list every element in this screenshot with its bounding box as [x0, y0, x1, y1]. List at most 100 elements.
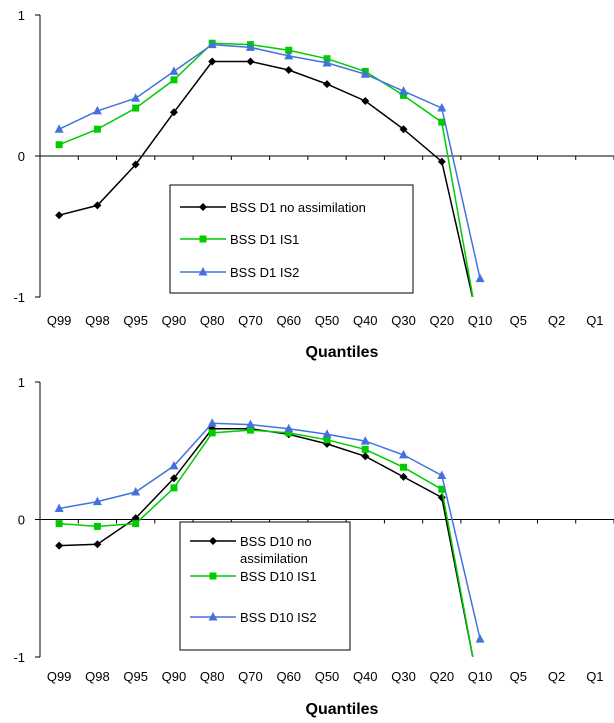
- x-tick-label: Q95: [123, 669, 148, 684]
- data-point: [285, 429, 293, 437]
- data-point: [208, 57, 217, 66]
- y-tick-label: -1: [13, 290, 25, 305]
- data-point: [55, 520, 63, 528]
- legend-label: BSS D1 IS1: [230, 232, 299, 247]
- legend-swatch-marker: [199, 235, 207, 243]
- data-point: [323, 436, 331, 444]
- data-point: [284, 65, 293, 74]
- legend-swatch-marker: [198, 267, 208, 276]
- data-point: [55, 211, 64, 220]
- data-point: [322, 57, 332, 67]
- legend-box: [179, 521, 351, 651]
- data-point: [360, 69, 370, 78]
- data-point: [208, 429, 216, 437]
- data-point: [54, 503, 64, 512]
- data-point: [322, 429, 332, 438]
- data-point: [170, 76, 178, 84]
- data-point: [246, 57, 255, 66]
- x-tick-label: Q30: [391, 313, 416, 328]
- top-chart-panel: 1 0 -1 Q99 Q98 Q95 Q90 Q80 Q70 Q60 Q50 Q40 Q30 Q20 Q10…: [13, 8, 614, 361]
- x-tick-label: Q5: [510, 669, 527, 684]
- data-point: [437, 493, 446, 502]
- data-point: [55, 541, 64, 550]
- data-point: [437, 470, 447, 479]
- x-tick-label: Q95: [123, 313, 148, 328]
- y-tick-label: 1: [18, 375, 25, 390]
- x-tick-label: Q50: [315, 669, 340, 684]
- data-point: [92, 496, 102, 506]
- data-point: [437, 103, 447, 112]
- x-tick-label: Q20: [430, 669, 455, 684]
- legend-swatch-marker: [208, 612, 218, 621]
- series-line: [58, 42, 474, 297]
- data-point: [246, 426, 254, 434]
- series-line: [59, 429, 474, 657]
- data-point: [207, 418, 217, 427]
- x-axis-label: Quantiles: [306, 701, 379, 718]
- data-point: [131, 160, 140, 169]
- x-tick-label: Q99: [47, 669, 72, 684]
- data-point: [92, 105, 102, 115]
- data-point: [475, 634, 485, 643]
- legend-label: BSS D10 IS2: [240, 610, 317, 625]
- data-point: [131, 487, 141, 496]
- x-tick-label: Q10: [468, 669, 493, 684]
- data-point: [132, 520, 140, 528]
- data-point: [399, 449, 409, 459]
- plot-area: [54, 39, 485, 297]
- x-tick-label: Q98: [85, 669, 110, 684]
- data-point: [55, 141, 63, 149]
- data-point: [54, 124, 64, 133]
- x-tick-label: Q60: [276, 669, 301, 684]
- x-tick-label: Q80: [200, 669, 225, 684]
- x-tick-label: Q2: [548, 313, 565, 328]
- x-tick-label: Q98: [85, 313, 110, 328]
- data-point: [361, 452, 370, 461]
- legend-label: BSS D1 no assimilation: [230, 200, 366, 215]
- x-tick-label: Q10: [468, 313, 493, 328]
- y-tick-label: -1: [13, 650, 25, 665]
- y-tick-label: 0: [18, 149, 25, 164]
- data-point: [284, 423, 294, 433]
- data-point: [93, 125, 101, 133]
- data-point: [400, 463, 408, 471]
- x-tick-label: Q2: [548, 669, 565, 684]
- x-tick-label: Q70: [238, 313, 263, 328]
- data-point: [169, 474, 178, 483]
- series-line: [58, 43, 481, 279]
- x-tick-label: Q5: [510, 313, 527, 328]
- legend-label: BSS D10 IS1: [240, 569, 317, 584]
- data-point: [323, 80, 331, 89]
- data-point: [361, 97, 370, 106]
- y-tick-label: 0: [18, 513, 25, 528]
- x-tick-label: Q60: [276, 313, 301, 328]
- data-point: [399, 472, 408, 481]
- data-point: [132, 104, 140, 112]
- data-point: [245, 419, 255, 429]
- series-line: [58, 422, 481, 640]
- data-point: [93, 540, 102, 549]
- data-point: [131, 93, 141, 102]
- x-tick-label: Q1: [586, 313, 603, 328]
- data-point: [169, 66, 179, 75]
- data-point: [169, 108, 178, 117]
- legend-swatch-marker: [209, 537, 217, 545]
- data-point: [285, 46, 293, 54]
- legend-swatch-marker: [209, 572, 217, 580]
- data-point: [245, 42, 255, 51]
- data-point: [360, 436, 370, 445]
- x-tick-label: Q70: [238, 669, 263, 684]
- x-tick-label: Q90: [162, 313, 187, 328]
- data-point: [475, 273, 485, 283]
- data-point: [399, 86, 409, 95]
- x-tick-label: Q20: [430, 313, 455, 328]
- x-tick-label: Q50: [315, 313, 340, 328]
- legend-label: BSS D1 IS2: [230, 265, 299, 280]
- data-point: [93, 522, 101, 530]
- bottom-chart-panel: 1 0 -1 Q99 Q98 Q95 Q90 Q80 Q70 Q60 Q50 Q40 Q30 Q20 Q10…: [13, 375, 614, 718]
- x-tick-label: Q99: [47, 313, 72, 328]
- data-point: [284, 50, 294, 60]
- data-point: [361, 445, 369, 453]
- x-tick-label: Q90: [162, 669, 187, 684]
